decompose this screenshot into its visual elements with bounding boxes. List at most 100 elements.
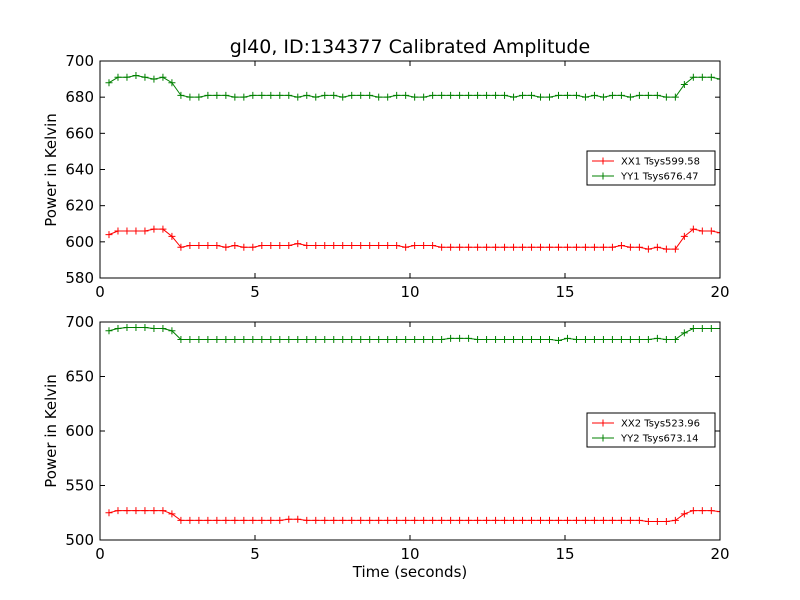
- data-point: [195, 241, 203, 249]
- data-point: [114, 507, 122, 515]
- data-point: [510, 516, 518, 524]
- data-point: [303, 335, 311, 343]
- data-point: [393, 91, 401, 99]
- data-point: [546, 243, 553, 251]
- data-point: [537, 243, 545, 251]
- data-point: [294, 240, 302, 248]
- data-point: [348, 241, 356, 249]
- data-point: [438, 243, 446, 251]
- data-point: [186, 335, 194, 343]
- y-tick-label: 700: [65, 313, 94, 331]
- data-point: [213, 335, 221, 343]
- data-point: [492, 243, 500, 251]
- data-point: [644, 245, 652, 253]
- x-tick-label: 20: [710, 545, 729, 563]
- data-point: [276, 516, 284, 524]
- data-point: [680, 81, 688, 89]
- data-point: [366, 335, 374, 343]
- data-point: [492, 91, 500, 99]
- data-point: [123, 227, 131, 235]
- data-point: [168, 232, 176, 240]
- data-point: [105, 79, 113, 87]
- data-point: [312, 93, 320, 101]
- data-point: [653, 334, 661, 342]
- data-point: [483, 335, 491, 343]
- data-point: [168, 79, 176, 87]
- y-tick-label: 500: [65, 531, 94, 549]
- data-point: [159, 73, 167, 81]
- data-point: [716, 229, 720, 237]
- data-point: [267, 516, 275, 524]
- data-point: [114, 73, 122, 81]
- series-group: [105, 323, 720, 525]
- data-point: [321, 91, 329, 99]
- data-point: [474, 91, 482, 99]
- data-point: [204, 335, 212, 343]
- data-point: [375, 335, 383, 343]
- data-point: [150, 75, 158, 83]
- y-tick-label: 600: [65, 233, 94, 251]
- data-point: [384, 516, 392, 524]
- data-point: [492, 516, 500, 524]
- data-point: [339, 241, 347, 249]
- data-point: [348, 335, 356, 343]
- data-point: [501, 91, 509, 99]
- data-point: [474, 516, 482, 524]
- data-point: [626, 516, 634, 524]
- data-point: [402, 335, 410, 343]
- legend-box: [586, 412, 716, 448]
- data-point: [563, 91, 571, 99]
- top-subplot: 0 5 10 15 20 580 600 620 640 660 680 700 Power in Ke…: [42, 52, 730, 301]
- data-point: [222, 335, 230, 343]
- data-point: [411, 335, 419, 343]
- data-point: [420, 335, 428, 343]
- data-point: [438, 516, 446, 524]
- data-point: [276, 241, 284, 249]
- data-point: [644, 335, 652, 343]
- data-point: [662, 517, 670, 525]
- data-point: [195, 516, 203, 524]
- data-point: [303, 241, 311, 249]
- data-point: [572, 243, 580, 251]
- y-tick-label: 600: [65, 422, 94, 440]
- data-point: [689, 73, 697, 81]
- data-point: [357, 241, 365, 249]
- data-point: [276, 91, 284, 99]
- data-point: [671, 245, 679, 253]
- x-tick-label: 0: [95, 283, 105, 301]
- data-point: [554, 337, 562, 345]
- data-point: [698, 73, 706, 81]
- data-point: [132, 227, 140, 235]
- data-point: [240, 516, 248, 524]
- y-axis-label: Power in Kelvin: [42, 113, 60, 227]
- data-point: [339, 335, 347, 343]
- data-point: [231, 516, 239, 524]
- data-point: [483, 243, 491, 251]
- data-point: [132, 323, 140, 331]
- data-point: [141, 73, 149, 81]
- data-point: [635, 91, 643, 99]
- data-point: [294, 335, 302, 343]
- data-point: [429, 335, 437, 343]
- legend-label: XX2 Tsys523.96: [621, 419, 700, 430]
- data-point: [519, 516, 527, 524]
- y-tick-label: 650: [65, 368, 94, 386]
- data-point: [671, 335, 679, 343]
- x-tick-label: 0: [95, 545, 105, 563]
- data-point: [456, 516, 464, 524]
- data-point: [528, 335, 536, 343]
- data-point: [240, 93, 248, 101]
- legend-marker: [599, 419, 607, 427]
- y-tick-label: 640: [65, 161, 94, 179]
- y-tick-label: 680: [65, 88, 94, 106]
- y-tick-label: 580: [65, 269, 94, 287]
- legend-marker: [599, 157, 607, 165]
- data-point: [626, 335, 634, 343]
- data-point: [653, 243, 661, 251]
- data-point: [581, 335, 589, 343]
- data-point: [554, 516, 562, 524]
- data-point: [662, 245, 670, 253]
- data-point: [590, 91, 598, 99]
- y-tick-label: 660: [65, 124, 94, 142]
